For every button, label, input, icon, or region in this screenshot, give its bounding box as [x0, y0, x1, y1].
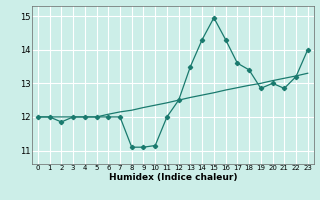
X-axis label: Humidex (Indice chaleur): Humidex (Indice chaleur) — [108, 173, 237, 182]
